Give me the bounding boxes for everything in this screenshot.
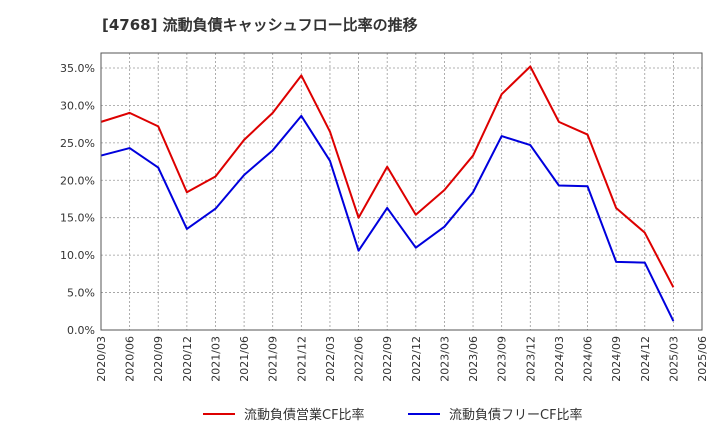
legend-label-2: 流動負債フリーCF比率 bbox=[449, 407, 583, 423]
y-tick-label: 5.0% bbox=[67, 287, 95, 300]
x-tick-label: 2022/03 bbox=[324, 336, 337, 382]
y-tick-label: 10.0% bbox=[60, 249, 95, 262]
x-tick-label: 2025/06 bbox=[696, 336, 709, 382]
x-tick-label: 2020/06 bbox=[124, 336, 137, 382]
plot-frame bbox=[100, 52, 703, 331]
y-tick-label: 20.0% bbox=[60, 174, 95, 187]
x-tick-label: 2025/03 bbox=[667, 336, 680, 382]
x-tick-label: 2024/09 bbox=[610, 336, 623, 382]
y-tick-label: 30.0% bbox=[60, 99, 95, 112]
x-tick-label: 2023/12 bbox=[524, 336, 537, 382]
legend-label-1: 流動負債営業CF比率 bbox=[244, 407, 365, 423]
x-tick-label: 2024/12 bbox=[639, 336, 652, 382]
y-tick-label: 0.0% bbox=[67, 324, 95, 337]
x-axis-ticks: 2020/03 2020/06 2020/09 2020/12 2021/03 2021/… bbox=[95, 336, 709, 382]
x-tick-label: 2021/09 bbox=[267, 336, 280, 382]
y-tick-label: 35.0% bbox=[60, 62, 95, 75]
x-tick-label: 2022/06 bbox=[353, 336, 366, 382]
x-tick-label: 2022/12 bbox=[410, 336, 423, 382]
series-line-1 bbox=[100, 65, 675, 288]
y-tick-label: 15.0% bbox=[60, 212, 95, 225]
x-tick-label: 2023/03 bbox=[438, 336, 451, 382]
x-tick-label: 2023/09 bbox=[496, 336, 509, 382]
x-tick-label: 2023/06 bbox=[467, 336, 480, 382]
x-tick-label: 2020/12 bbox=[181, 336, 194, 382]
series-line-2 bbox=[100, 114, 675, 322]
x-tick-label: 2021/03 bbox=[209, 336, 222, 382]
y-tick-label: 25.0% bbox=[60, 137, 95, 150]
x-tick-label: 2021/12 bbox=[295, 336, 308, 382]
x-tick-label: 2024/03 bbox=[553, 336, 566, 382]
x-tick-label: 2024/06 bbox=[582, 336, 595, 382]
x-tick-label: 2020/03 bbox=[95, 336, 108, 382]
x-tick-label: 2021/06 bbox=[238, 336, 251, 382]
series-lines bbox=[100, 65, 675, 322]
x-tick-label: 2022/09 bbox=[381, 336, 394, 382]
chart-title: [4768] 流動負債キャッシュフロー比率の推移 bbox=[102, 16, 418, 34]
legend: 流動負債営業CF比率 流動負債フリーCF比率 bbox=[203, 407, 583, 423]
y-axis-ticks: 0.0% 5.0% 10.0% 15.0% 20.0% 25.0% 30.0% 35.0% bbox=[60, 62, 95, 337]
x-tick-label: 2020/09 bbox=[152, 336, 165, 382]
